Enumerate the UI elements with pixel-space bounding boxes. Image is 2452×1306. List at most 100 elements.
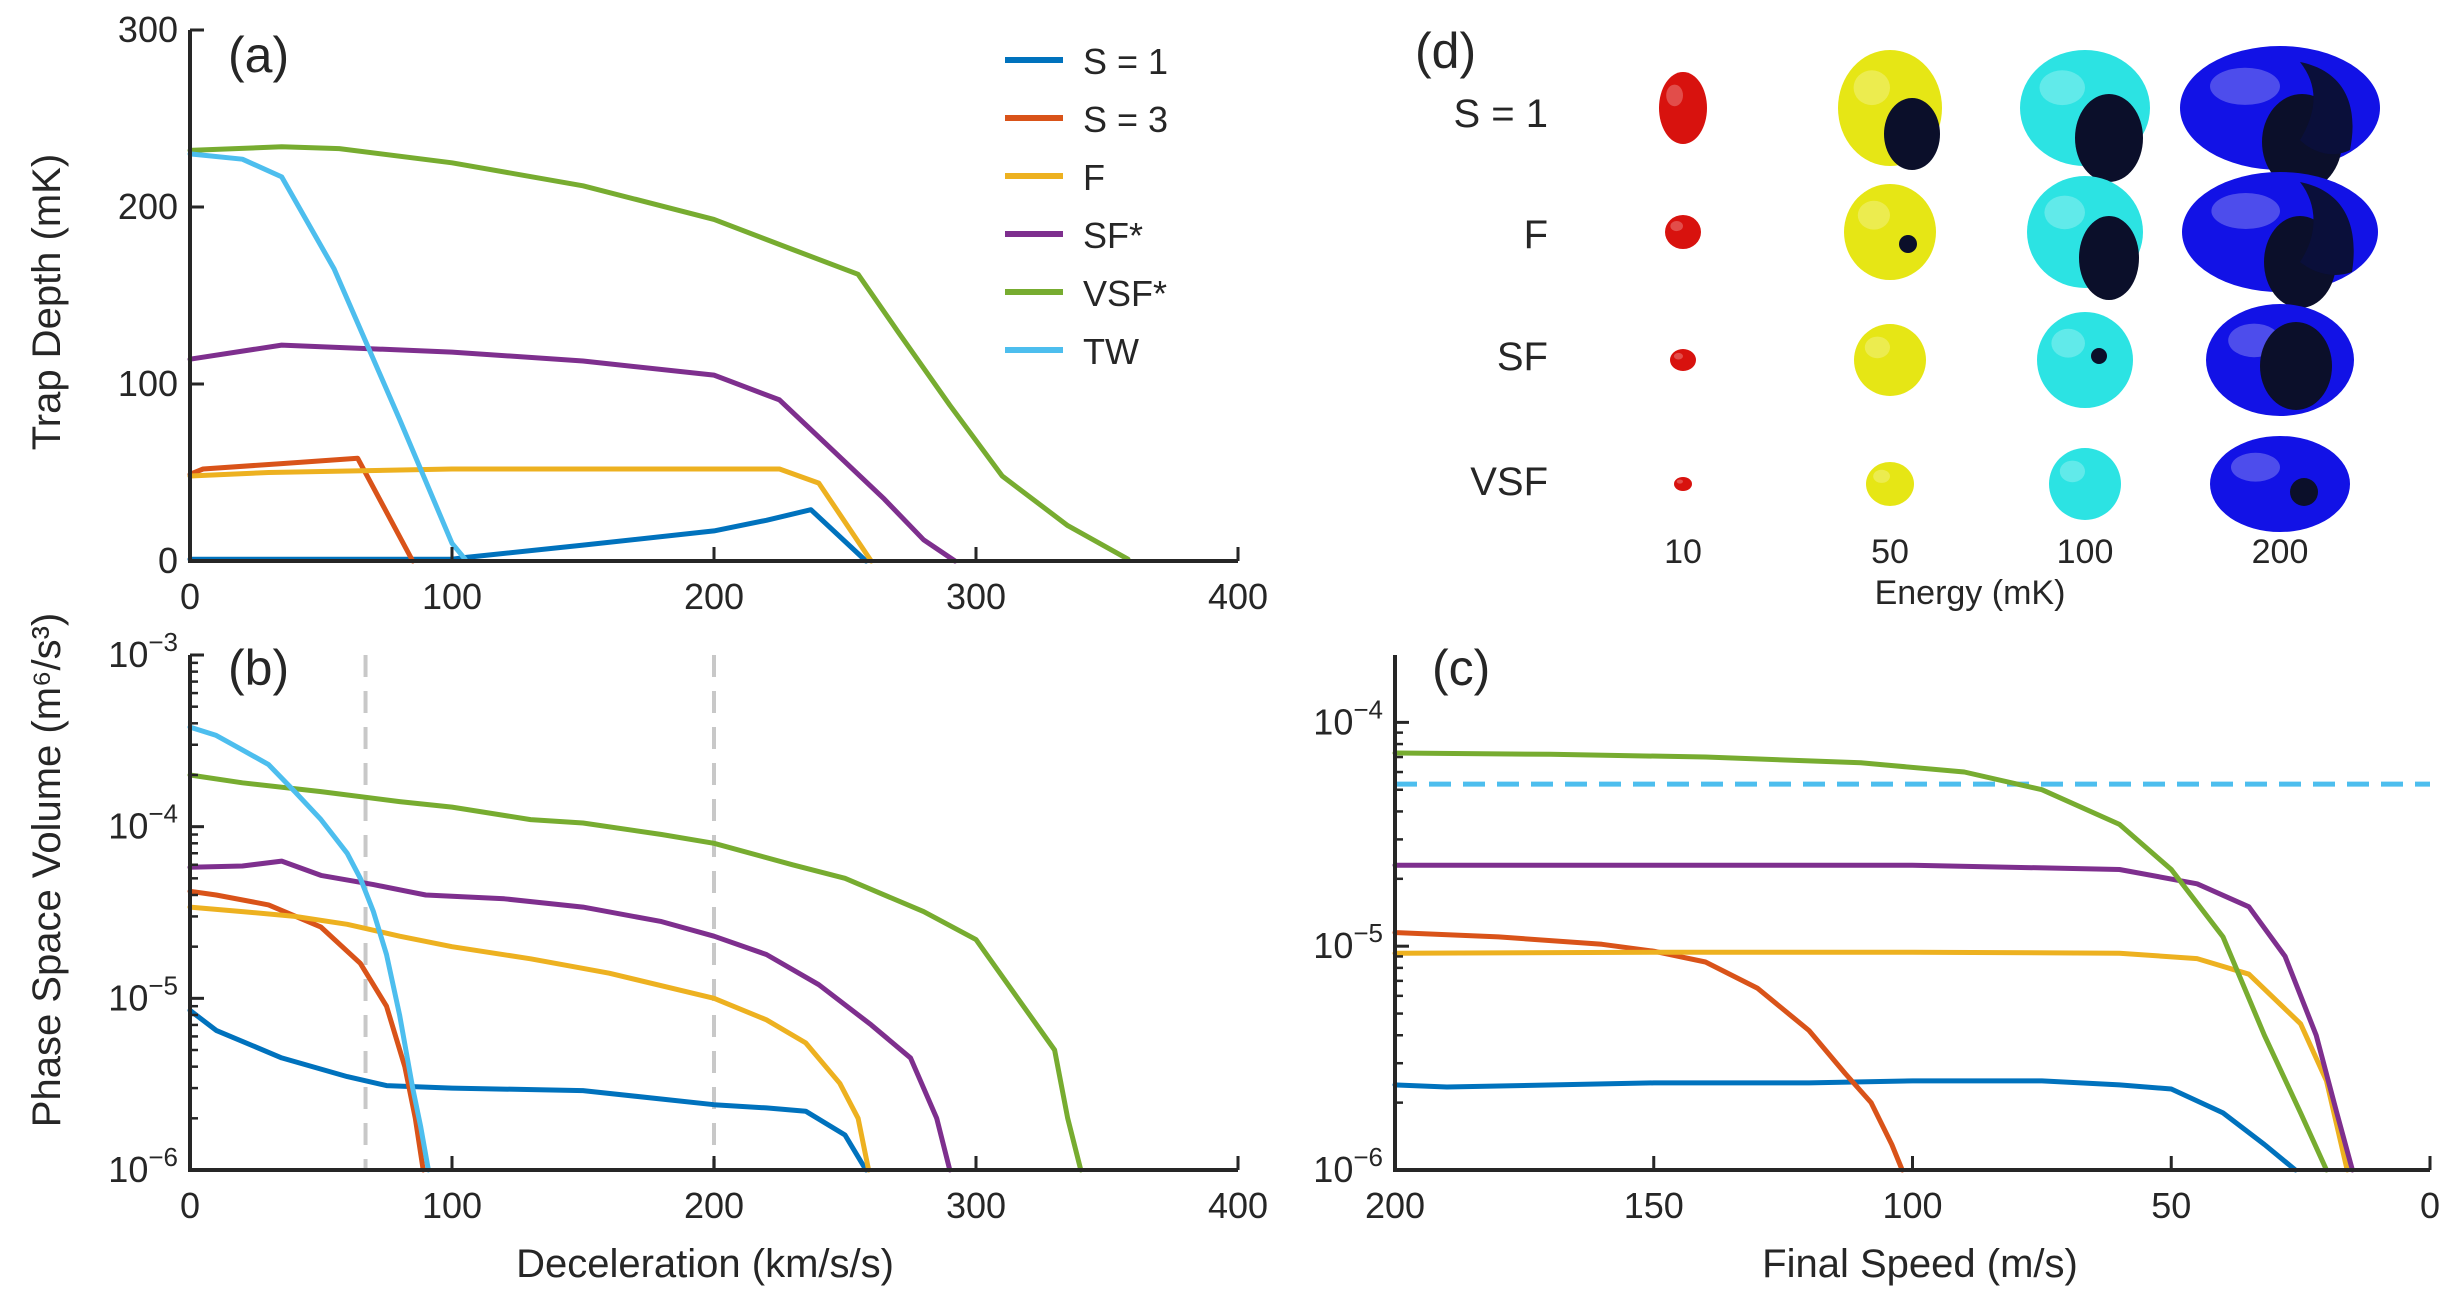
trap-shape-highlight bbox=[2051, 328, 2085, 358]
trap-shape bbox=[2037, 312, 2133, 408]
trap-shape bbox=[1674, 477, 1692, 491]
trap-shape-opening bbox=[2260, 322, 2332, 410]
series-line-s3 bbox=[187, 455, 416, 564]
legend-label-f: F bbox=[1083, 157, 1105, 198]
x-tick-label: 0 bbox=[180, 576, 200, 617]
y-tick-label: 10−3 bbox=[108, 627, 178, 675]
trap-shape-opening bbox=[2091, 348, 2107, 364]
trap-shape-opening bbox=[1884, 98, 1940, 170]
energy-label-200: 200 bbox=[2252, 533, 2309, 571]
panel-b-series bbox=[187, 724, 1084, 1173]
panel-c-xlabel: Final Speed (m/s) bbox=[1762, 1242, 2078, 1286]
trap-shape bbox=[2049, 448, 2121, 520]
panel-d-shapes bbox=[1659, 46, 2380, 532]
series-line-tw bbox=[187, 724, 431, 1173]
series-line-s3 bbox=[1392, 930, 1905, 1173]
x-tick-label: 100 bbox=[1882, 1185, 1942, 1226]
trap-shape bbox=[1665, 215, 1701, 249]
y-tick-label: 10−5 bbox=[108, 970, 178, 1018]
series-line-vsf bbox=[1392, 750, 2329, 1173]
y-tick-label: 100 bbox=[118, 363, 178, 404]
energy-axis-label: Energy (mK) bbox=[1875, 574, 2066, 612]
y-tick-label: 10−4 bbox=[1313, 694, 1383, 742]
energy-label-10: 10 bbox=[1664, 533, 1702, 571]
x-tick-label: 200 bbox=[1365, 1185, 1425, 1226]
y-tick-label: 10−4 bbox=[108, 799, 178, 847]
series-line-vsf bbox=[187, 144, 1131, 562]
panel-c: 200 150 100 50 0 10−6 10−5 10−4 (c) Final Speed… bbox=[1313, 640, 2440, 1286]
x-tick-label: 200 bbox=[684, 1185, 744, 1226]
y-tick-label: 10−6 bbox=[1313, 1142, 1383, 1190]
trap-shape-highlight bbox=[2211, 193, 2280, 229]
panel-a: 0 100 200 300 400 0 100 200 300 (a) Trap Depth (… bbox=[25, 9, 1268, 617]
trap-shape-opening bbox=[1899, 235, 1917, 253]
x-tick-label: 0 bbox=[180, 1185, 200, 1226]
x-tick-label: 100 bbox=[422, 1185, 482, 1226]
y-tick-label: 10−5 bbox=[1313, 918, 1383, 966]
x-tick-label: 100 bbox=[422, 576, 482, 617]
trap-shape-highlight bbox=[2210, 67, 2280, 105]
trap-shape bbox=[1844, 184, 1936, 280]
panel-c-series bbox=[1392, 750, 2355, 1173]
y-tick-label: 300 bbox=[118, 9, 178, 50]
x-tick-label: 300 bbox=[946, 1185, 1006, 1226]
x-tick-label: 50 bbox=[2151, 1185, 2191, 1226]
series-line-s1 bbox=[187, 1007, 869, 1173]
legend-label-s3: S = 3 bbox=[1083, 99, 1168, 140]
trap-shape-opening bbox=[2075, 94, 2143, 182]
trap-shape-opening bbox=[2290, 478, 2318, 506]
trap-shape bbox=[1866, 462, 1914, 506]
panel-c-label: (c) bbox=[1432, 640, 1490, 696]
trap-shape-highlight bbox=[1676, 479, 1683, 484]
panel-a-ylabel: Trap Depth (mK) bbox=[25, 154, 69, 450]
legend-label-vsf: VSF* bbox=[1083, 273, 1167, 314]
trap-shape-lobe bbox=[2300, 62, 2353, 155]
trap-shape-highlight bbox=[1666, 84, 1683, 107]
trap-shape-highlight bbox=[1864, 336, 1890, 359]
panel-a-label: (a) bbox=[228, 27, 289, 83]
energy-label-50: 50 bbox=[1871, 533, 1909, 571]
y-tick-label: 10−6 bbox=[108, 1142, 178, 1190]
panel-d-label: (d) bbox=[1415, 23, 1476, 79]
series-line-sf bbox=[187, 342, 958, 564]
trap-shape bbox=[1854, 324, 1926, 396]
trap-shape bbox=[1670, 349, 1696, 371]
trap-shape-highlight bbox=[1857, 200, 1890, 230]
row-label-f: F bbox=[1524, 213, 1548, 257]
x-tick-label: 400 bbox=[1208, 576, 1268, 617]
row-label-s1: S = 1 bbox=[1453, 92, 1548, 136]
legend-label-sf: SF* bbox=[1083, 215, 1143, 256]
legend-label-tw: TW bbox=[1083, 331, 1139, 372]
panel-a-axes: 0 100 200 300 400 0 100 200 300 bbox=[118, 9, 1268, 617]
trap-shape bbox=[2210, 436, 2350, 532]
series-line-sf bbox=[187, 858, 953, 1173]
trap-shape-highlight bbox=[1670, 220, 1683, 232]
series-line-sf bbox=[1392, 862, 2355, 1173]
series-line-tw bbox=[187, 151, 468, 562]
panel-b-guide-lines bbox=[363, 655, 716, 1170]
trap-shape-opening bbox=[2079, 216, 2139, 300]
trap-shape-highlight bbox=[1673, 352, 1683, 360]
x-tick-label: 200 bbox=[684, 576, 744, 617]
x-tick-label: 0 bbox=[2420, 1185, 2440, 1226]
panel-b-xlabel: Deceleration (km/s/s) bbox=[516, 1242, 894, 1286]
panel-a-series bbox=[187, 144, 1131, 564]
series-line-f bbox=[187, 466, 874, 564]
series-line-s1 bbox=[187, 507, 869, 564]
row-label-vsf: VSF bbox=[1470, 460, 1548, 504]
series-line-f bbox=[187, 904, 872, 1173]
trap-shape-highlight bbox=[2039, 70, 2085, 106]
legend: S = 1 S = 3 F SF* VSF* TW bbox=[1005, 41, 1168, 372]
series-line-s1 bbox=[1392, 1078, 2298, 1173]
series-line-f bbox=[1392, 949, 2350, 1173]
panel-b-axes: 0 100 200 300 400 10−6 10−5 10−4 10−3 bbox=[108, 627, 1268, 1226]
row-label-sf: SF bbox=[1497, 335, 1548, 379]
trap-shape-highlight bbox=[2059, 460, 2085, 483]
series-line-s3 bbox=[187, 888, 426, 1173]
trap-shape-highlight bbox=[1873, 469, 1890, 483]
panel-b-ylabel: Phase Space Volume (m⁶/s³) bbox=[25, 613, 69, 1127]
trap-shape-highlight bbox=[2231, 452, 2280, 482]
panel-b-label: (b) bbox=[228, 640, 289, 696]
y-tick-label: 200 bbox=[118, 186, 178, 227]
